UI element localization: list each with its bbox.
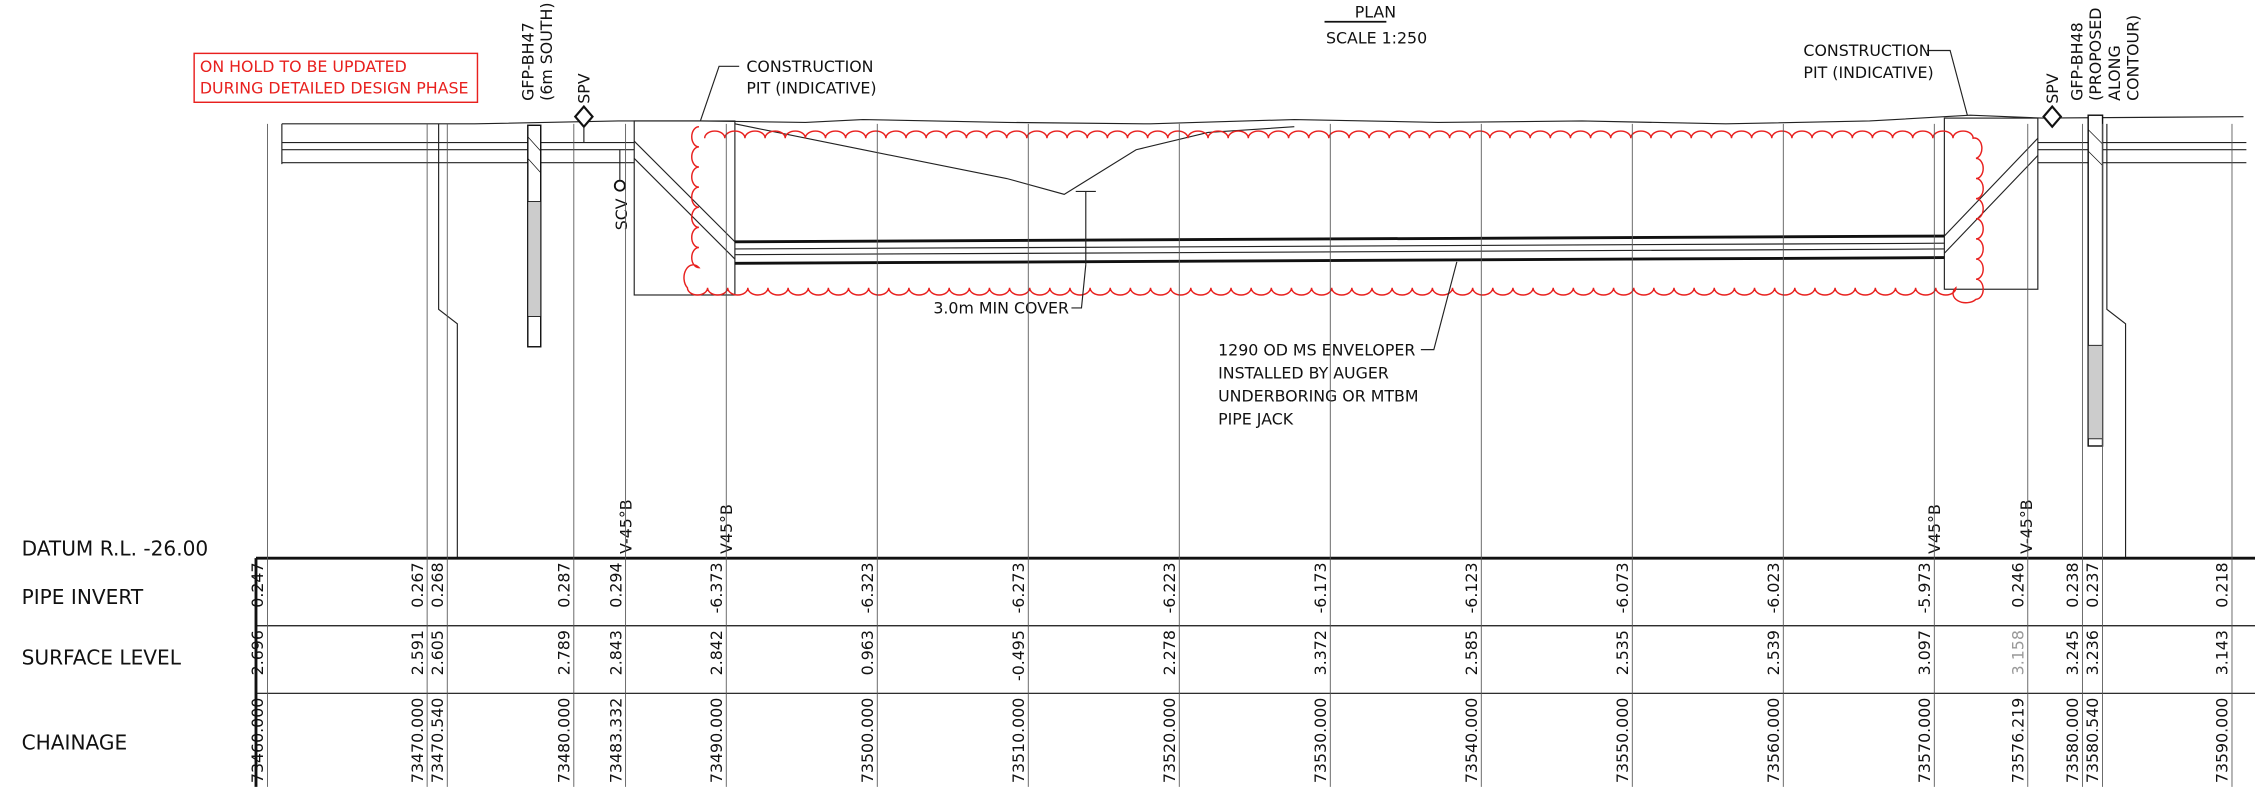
surface-level: 2.843: [606, 630, 625, 675]
surface-level: 3.097: [1915, 630, 1934, 675]
surface-level: 3.245: [2063, 630, 2082, 675]
surface-level: 2.585: [1462, 630, 1481, 675]
borehole-label: ALONG: [2105, 45, 2124, 101]
chainage: 73590.000: [2213, 698, 2232, 783]
surface-level: 3.236: [2083, 630, 2102, 675]
pipe-invert: 0.246: [2008, 562, 2027, 607]
pit-label: CONSTRUCTION: [1803, 41, 1930, 60]
pit-label: PIT (INDICATIVE): [746, 79, 876, 98]
chainage: 73460.000: [248, 698, 267, 783]
pipe-invert: -6.073: [1613, 562, 1632, 613]
ground-profile: [281, 114, 2247, 559]
pipe-invert: -6.173: [1311, 562, 1330, 613]
note-line: ON HOLD TO BE UPDATED: [200, 57, 407, 76]
pipe-note: UNDERBORING OR MTBM: [1218, 386, 1418, 405]
chainage: 73530.000: [1311, 698, 1330, 783]
chainage: 73580.000: [2063, 698, 2082, 783]
surface-level: 2.696: [248, 630, 267, 675]
pipe-invert: -6.023: [1764, 562, 1783, 613]
surface-level: 2.539: [1764, 630, 1783, 675]
surface-level: -0.495: [1009, 630, 1028, 681]
pipe-invert: 0.294: [606, 562, 625, 607]
chainage: 73520.000: [1160, 698, 1179, 783]
pipe-invert: 0.247: [248, 562, 267, 607]
chainage: 73480.000: [555, 698, 574, 783]
pit-label: CONSTRUCTION: [746, 57, 873, 76]
row-label: DATUM R.L. -26.00: [22, 536, 209, 560]
pipe-invert: 0.268: [428, 562, 447, 607]
borehole-label: (PROPOSED: [2086, 8, 2105, 101]
row-label: CHAINAGE: [22, 730, 128, 754]
chainage: 73540.000: [1462, 698, 1481, 783]
chainage: 73576.219: [2008, 698, 2027, 783]
chainage: 73483.332: [606, 698, 625, 783]
pipe-invert: 0.218: [2213, 562, 2232, 607]
pipe-invert: -6.373: [707, 562, 726, 613]
pipe: [734, 234, 1945, 265]
surface-level: 0.963: [858, 630, 877, 675]
chainage: 73470.000: [408, 698, 427, 783]
pipe-invert: 0.238: [2063, 562, 2082, 607]
chainage: 73580.540: [2083, 698, 2102, 783]
surface-level: 2.591: [408, 630, 427, 675]
surface-level: 2.789: [555, 630, 574, 675]
pipe-invert: 0.237: [2083, 562, 2102, 607]
pipe-invert: -6.273: [1009, 562, 1028, 613]
table-frame: [254, 556, 2255, 787]
chainage: 73500.000: [858, 698, 877, 783]
revision-cloud: [683, 126, 1984, 304]
chainage: 73490.000: [707, 698, 726, 783]
pipe-invert: -5.973: [1915, 562, 1934, 613]
pipe-invert: -6.223: [1160, 562, 1179, 613]
borehole-label: CONTOUR): [2124, 15, 2143, 101]
pit-label: PIT (INDICATIVE): [1803, 63, 1933, 82]
row-label: PIPE INVERT: [22, 585, 144, 609]
pipe-invert: -6.323: [858, 562, 877, 613]
pipe-invert: 0.267: [408, 562, 427, 607]
note-line: DURING DETAILED DESIGN PHASE: [200, 79, 469, 98]
borehole-label: (6m SOUTH): [537, 2, 556, 100]
surface-level: 2.605: [428, 630, 447, 675]
bend-label: V-45°B: [2017, 499, 2036, 553]
chainage: 73560.000: [1764, 698, 1783, 783]
surface-level: 2.842: [707, 630, 726, 675]
pipe-note: 1290 OD MS ENVELOPER: [1218, 340, 1415, 359]
borehole: [527, 114, 2104, 447]
construction-pit: [633, 117, 2039, 296]
valve-symbol: [573, 104, 2063, 192]
borehole-label: GFP-BH47: [519, 22, 538, 100]
pipe-invert: -6.123: [1462, 562, 1481, 613]
row-label: SURFACE LEVEL: [22, 646, 182, 670]
title: PLAN: [1355, 2, 1396, 21]
chainage: 73470.540: [428, 698, 447, 783]
borehole-label: GFP-BH48: [2067, 22, 2086, 100]
leader-line: [699, 49, 1968, 351]
valve-label: SCV: [612, 198, 631, 230]
chainage: 73510.000: [1009, 698, 1028, 783]
chainage: 73550.000: [1613, 698, 1632, 783]
note-box: [193, 52, 479, 103]
surface-level: 2.535: [1613, 630, 1632, 675]
surface-level: 3.158: [2008, 630, 2027, 675]
surface-level: 2.278: [1160, 630, 1179, 675]
surface-level: 3.143: [2213, 630, 2232, 675]
pipe-note: INSTALLED BY AUGER: [1218, 363, 1389, 382]
chainage: 73570.000: [1915, 698, 1934, 783]
valve-label: SPV: [2043, 73, 2062, 104]
pipe-invert: 0.287: [555, 562, 574, 607]
valve-label: SPV: [575, 73, 594, 104]
surface-level: 3.372: [1311, 630, 1330, 675]
cover-label: 3.0m MIN COVER: [933, 299, 1069, 318]
scale: SCALE 1:250: [1326, 28, 1427, 47]
pipe-note: PIPE JACK: [1218, 409, 1294, 428]
